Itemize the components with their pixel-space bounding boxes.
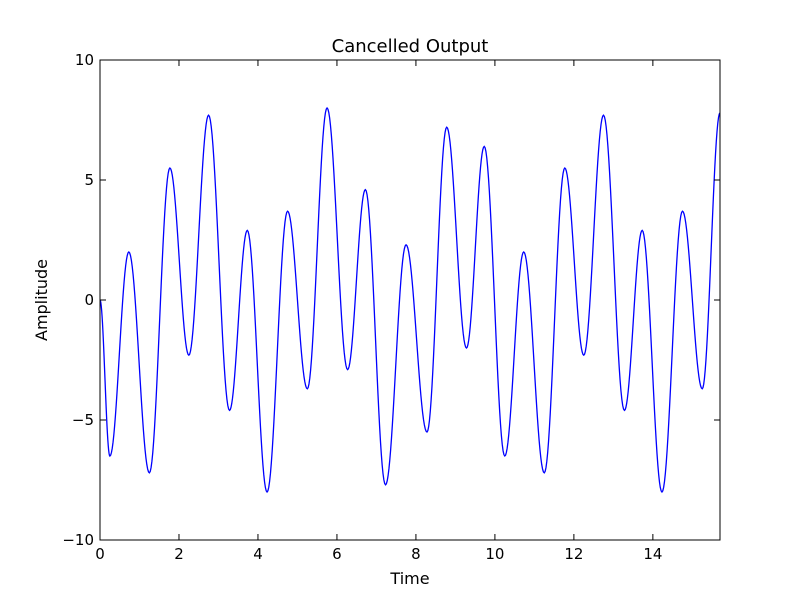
x-tick-label: 12 <box>564 545 583 563</box>
y-tick-label: 10 <box>75 51 94 69</box>
x-tick-label: 14 <box>643 545 662 563</box>
chart-title: Cancelled Output <box>332 36 489 57</box>
y-tick-label: −5 <box>72 411 94 429</box>
y-tick-label: 5 <box>84 171 94 189</box>
x-tick-label: 8 <box>411 545 421 563</box>
x-tick-label: 10 <box>485 545 504 563</box>
y-axis-ticks: −10 −5 0 5 10 <box>62 51 720 549</box>
y-tick-label: −10 <box>62 531 94 549</box>
x-tick-label: 4 <box>253 545 263 563</box>
x-axis-title: Time <box>389 569 429 588</box>
x-axis-ticks: 0 2 4 6 8 10 12 14 <box>95 60 662 563</box>
series-line-0 <box>99 106 721 494</box>
series-layer <box>99 106 721 494</box>
x-tick-label: 0 <box>95 545 105 563</box>
x-tick-label: 2 <box>174 545 184 563</box>
y-axis-title: Amplitude <box>32 259 51 341</box>
x-tick-label: 6 <box>332 545 342 563</box>
y-tick-label: 0 <box>84 291 94 309</box>
